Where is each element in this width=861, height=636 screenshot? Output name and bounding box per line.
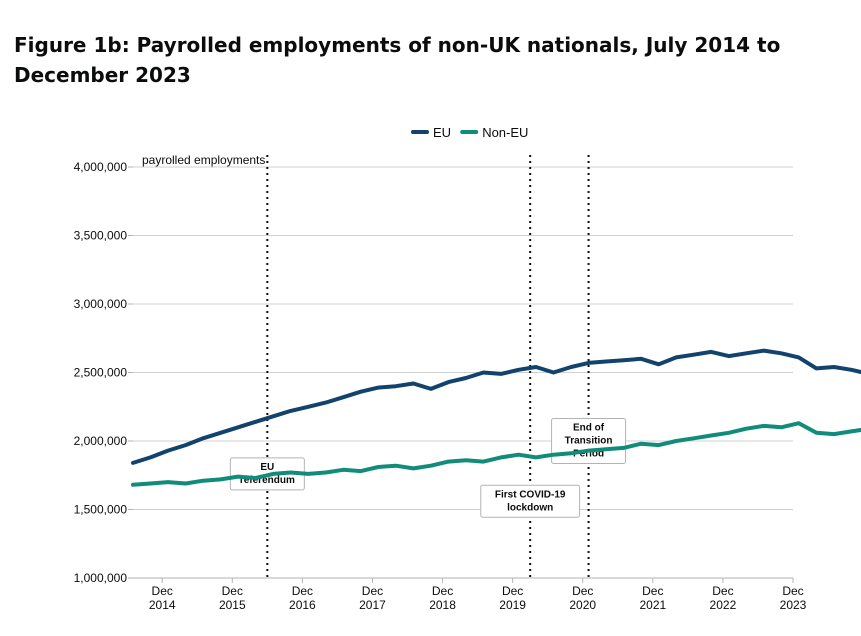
x-tick-label: Dec 2016	[289, 584, 316, 612]
y-tick-label: 4,000,000	[74, 160, 128, 174]
y-tick-label: 3,500,000	[74, 229, 128, 243]
y-axis-label: payrolled employments	[142, 153, 265, 167]
x-tick-label: Dec 2022	[710, 584, 737, 612]
y-tick-label: 2,000,000	[74, 434, 128, 448]
y-tick-label: 2,500,000	[74, 366, 128, 380]
x-tick-label: Dec 2018	[429, 584, 456, 612]
y-tick-label: 1,000,000	[74, 571, 128, 585]
annotation-label: EU referendum	[240, 462, 295, 486]
annotation-box	[480, 484, 581, 518]
series-line-eu	[131, 348, 861, 465]
annotation-label: End of Transition Period	[565, 423, 613, 460]
series-lines	[131, 348, 861, 487]
y-tick-label: 3,000,000	[74, 297, 128, 311]
x-tick-label: Dec 2023	[780, 584, 807, 612]
x-tick-label: Dec 2020	[569, 584, 596, 612]
chart-title: Figure 1b: Payrolled employments of non-…	[14, 33, 781, 87]
x-tick-label: Dec 2019	[499, 584, 526, 612]
x-tick-label: Dec 2014	[149, 584, 176, 612]
legend-label: EU	[433, 125, 451, 140]
y-tick-label: 1,500,000	[74, 503, 128, 517]
legend-label: Non-EU	[482, 125, 528, 140]
x-tick-label: Dec 2017	[359, 584, 386, 612]
x-tick-label: Dec 2021	[639, 584, 666, 612]
series-line-non-eu	[131, 421, 861, 487]
gridlines	[133, 166, 793, 579]
annotation-label: First COVID-19 lockdown	[495, 489, 566, 513]
legend: EU Non-EU	[411, 125, 528, 140]
axes: 1,000,000 1,500,000 2,000,000 2,500,000 3,00…	[74, 153, 807, 612]
x-tick-label: Dec 2015	[219, 584, 246, 612]
